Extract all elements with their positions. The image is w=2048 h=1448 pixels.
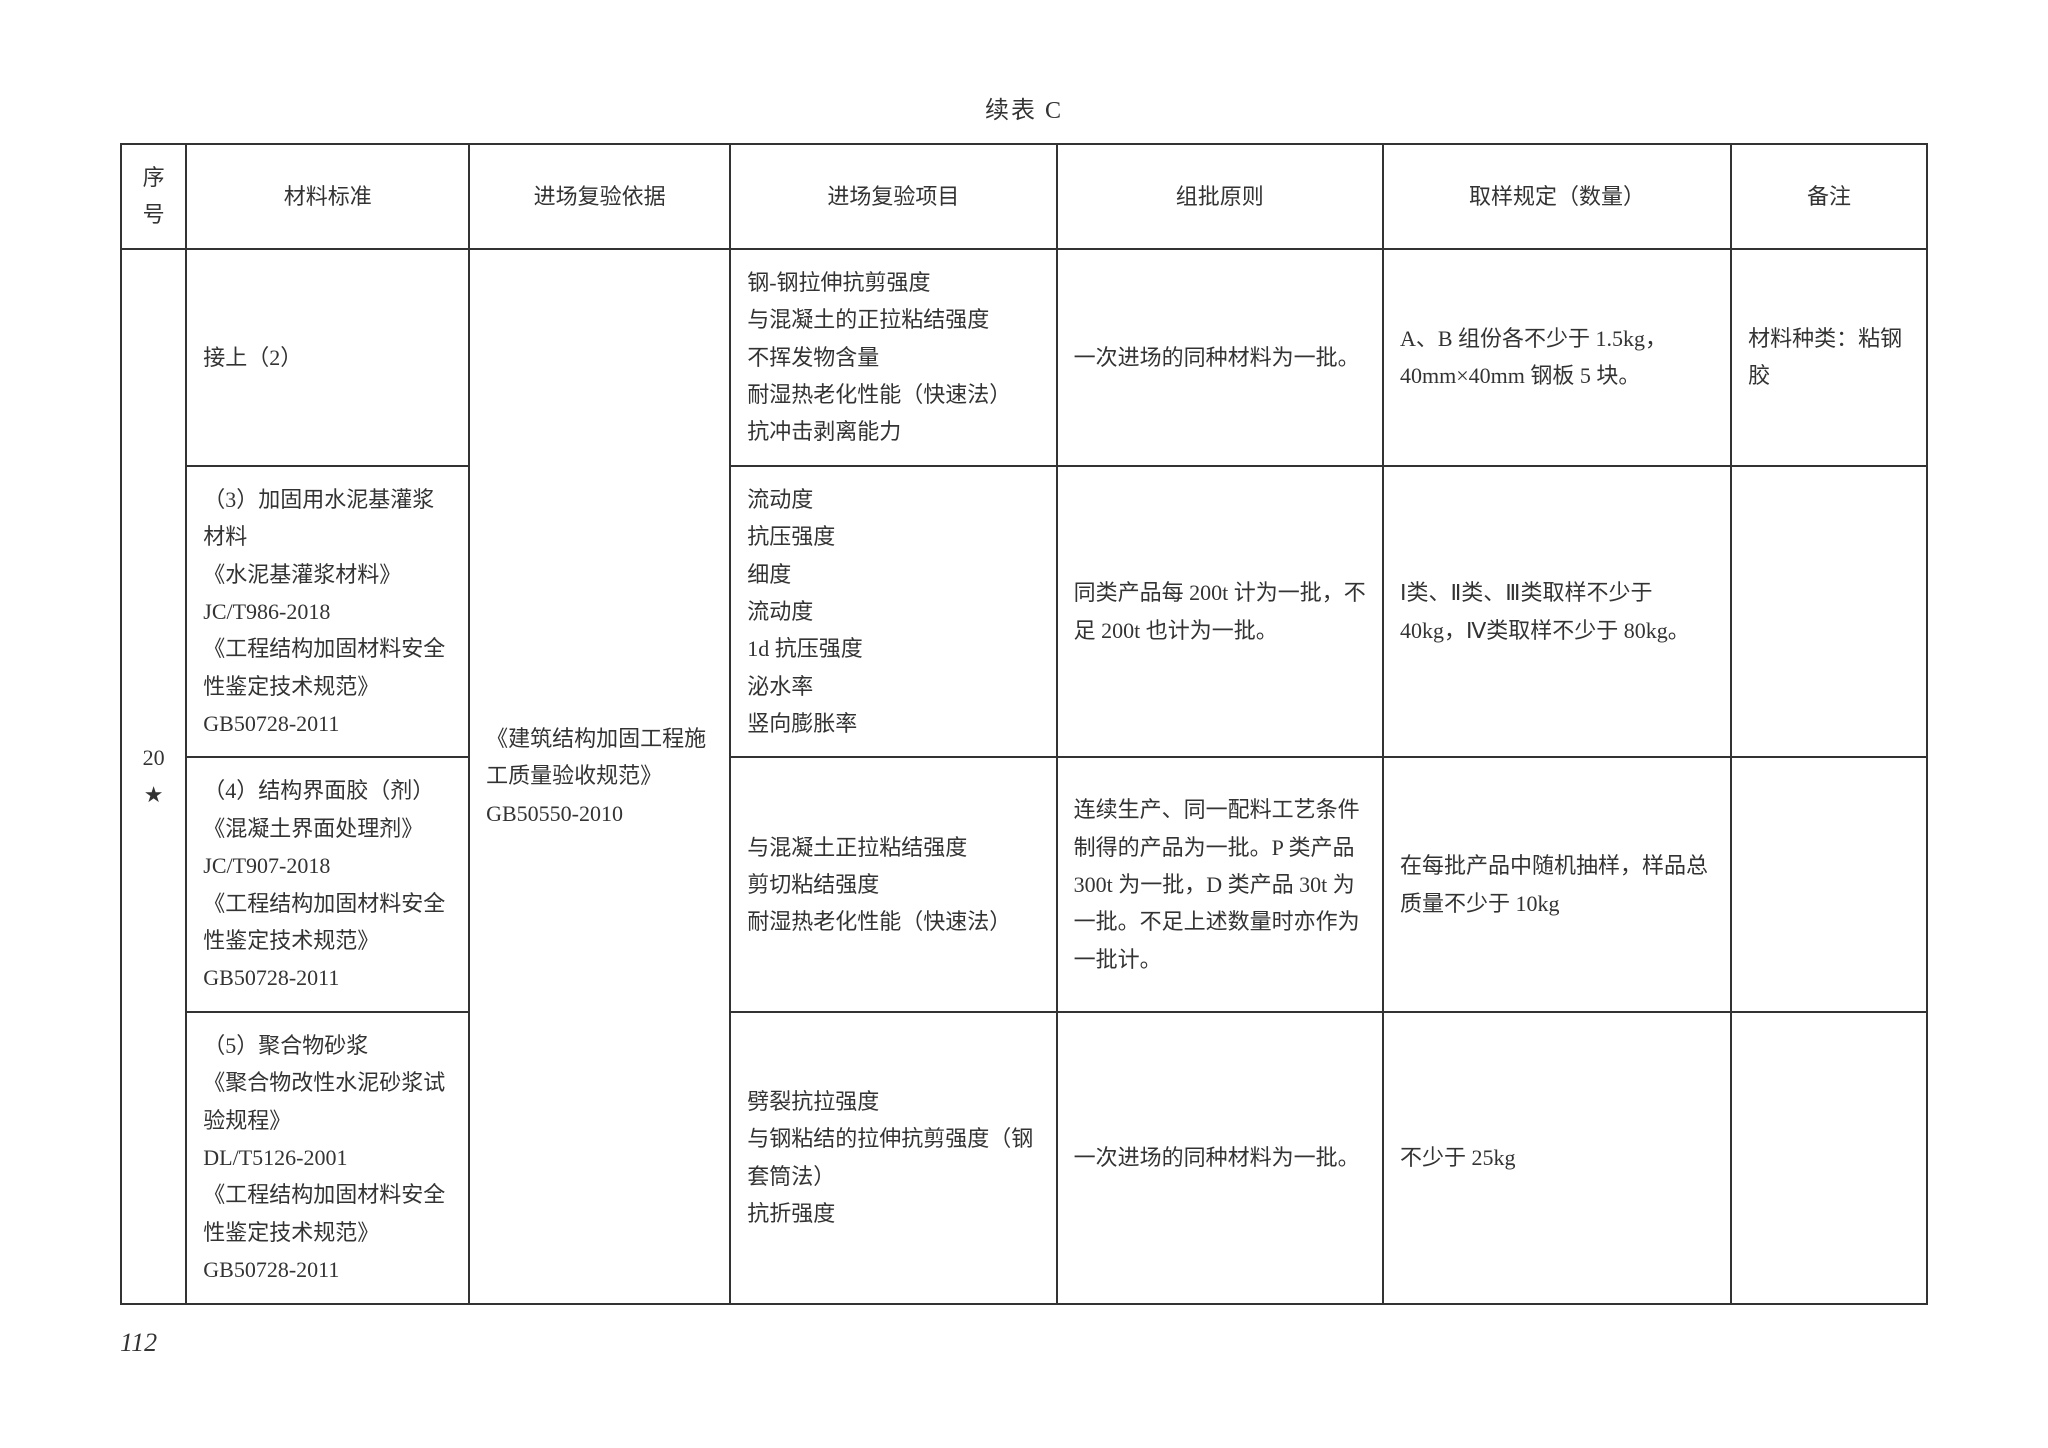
cell-sample: A、B 组份各不少于 1.5kg，40mm×40mm 钢板 5 块。 [1383, 249, 1731, 466]
th-batch: 组批原则 [1057, 144, 1383, 249]
cell-batch: 一次进场的同种材料为一批。 [1057, 1012, 1383, 1304]
spec-table: 序号 材料标准 进场复验依据 进场复验项目 组批原则 取样规定（数量） 备注 2… [120, 143, 1928, 1305]
cell-remark [1731, 466, 1927, 758]
table-caption: 续表 C [120, 90, 1928, 125]
table-header-row: 序号 材料标准 进场复验依据 进场复验项目 组批原则 取样规定（数量） 备注 [121, 144, 1927, 249]
cell-items: 流动度抗压强度细度流动度1d 抗压强度泌水率竖向膨胀率 [730, 466, 1056, 758]
th-std: 材料标准 [186, 144, 469, 249]
table-row: （5）聚合物砂浆《聚合物改性水泥砂浆试验规程》DL/T5126-2001《工程结… [121, 1012, 1927, 1304]
cell-sample: 在每批产品中随机抽样，样品总质量不少于 10kg [1383, 757, 1731, 1011]
cell-batch: 一次进场的同种材料为一批。 [1057, 249, 1383, 466]
cell-remark [1731, 1012, 1927, 1304]
cell-batch: 连续生产、同一配料工艺条件制得的产品为一批。P 类产品 300t 为一批，D 类… [1057, 757, 1383, 1011]
cell-basis: 《建筑结构加固工程施工质量验收规范》GB50550-2010 [469, 249, 730, 1304]
cell-std: 接上（2） [186, 249, 469, 466]
table-row: （3）加固用水泥基灌浆材料《水泥基灌浆材料》JC/T986-2018《工程结构加… [121, 466, 1927, 758]
cell-std: （5）聚合物砂浆《聚合物改性水泥砂浆试验规程》DL/T5126-2001《工程结… [186, 1012, 469, 1304]
th-basis: 进场复验依据 [469, 144, 730, 249]
table-row: （4）结构界面胶（剂）《混凝土界面处理剂》JC/T907-2018《工程结构加固… [121, 757, 1927, 1011]
cell-seq: 20★ [121, 249, 186, 1304]
cell-std: （3）加固用水泥基灌浆材料《水泥基灌浆材料》JC/T986-2018《工程结构加… [186, 466, 469, 758]
cell-items: 与混凝土正拉粘结强度剪切粘结强度耐湿热老化性能（快速法） [730, 757, 1056, 1011]
cell-remark: 材料种类：粘钢胶 [1731, 249, 1927, 466]
cell-std: （4）结构界面胶（剂）《混凝土界面处理剂》JC/T907-2018《工程结构加固… [186, 757, 469, 1011]
th-remark: 备注 [1731, 144, 1927, 249]
cell-sample: Ⅰ类、Ⅱ类、Ⅲ类取样不少于40kg，Ⅳ类取样不少于 80kg。 [1383, 466, 1731, 758]
th-seq: 序号 [121, 144, 186, 249]
cell-items: 钢-钢拉伸抗剪强度与混凝土的正拉粘结强度不挥发物含量耐湿热老化性能（快速法）抗冲… [730, 249, 1056, 466]
table-row: 20★ 接上（2） 《建筑结构加固工程施工质量验收规范》GB50550-2010… [121, 249, 1927, 466]
cell-batch: 同类产品每 200t 计为一批，不足 200t 也计为一批。 [1057, 466, 1383, 758]
page-number: 112 [120, 1328, 157, 1358]
cell-items: 劈裂抗拉强度与钢粘结的拉伸抗剪强度（钢套筒法）抗折强度 [730, 1012, 1056, 1304]
th-items: 进场复验项目 [730, 144, 1056, 249]
th-sample: 取样规定（数量） [1383, 144, 1731, 249]
cell-sample: 不少于 25kg [1383, 1012, 1731, 1304]
cell-remark [1731, 757, 1927, 1011]
